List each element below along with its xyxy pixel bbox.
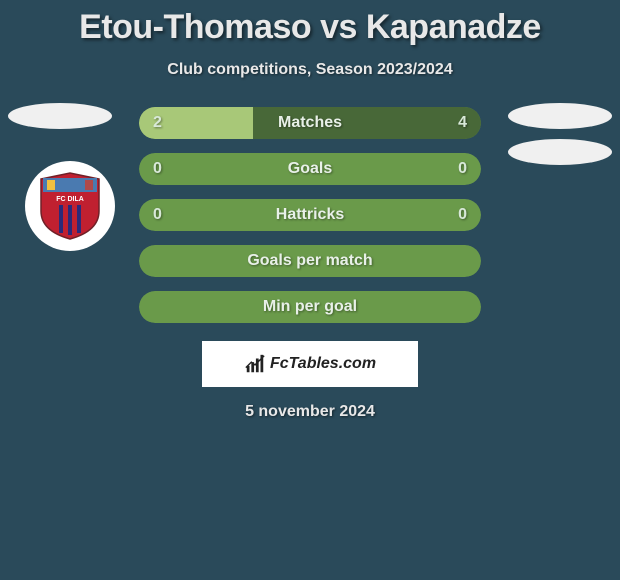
stat-value-right: 4 xyxy=(458,114,467,132)
stat-value-right: 0 xyxy=(458,206,467,224)
player-right-ovals xyxy=(508,103,612,165)
svg-text:FC DILA: FC DILA xyxy=(56,196,84,203)
date-text: 5 november 2024 xyxy=(0,403,620,421)
page-title: Etou-Thomaso vs Kapanadze xyxy=(0,0,620,47)
stat-value-left: 2 xyxy=(153,114,162,132)
stat-value-right: 0 xyxy=(458,160,467,178)
stat-label: Goals per match xyxy=(247,252,372,270)
stat-label: Hattricks xyxy=(276,206,344,224)
subtitle: Club competitions, Season 2023/2024 xyxy=(0,61,620,79)
player-left-ovals xyxy=(8,103,112,129)
stat-label: Min per goal xyxy=(263,298,357,316)
stat-bar: 0 0 Hattricks xyxy=(139,199,481,231)
stat-bar: Goals per match xyxy=(139,245,481,277)
stat-bar: 2 4 Matches xyxy=(139,107,481,139)
player-oval xyxy=(508,139,612,165)
brand-text: FcTables.com xyxy=(270,355,376,373)
stat-label: Goals xyxy=(288,160,332,178)
brand-box: FcTables.com xyxy=(202,341,418,387)
chart-icon xyxy=(244,353,266,375)
comparison-content: FC DILA 2 4 Matches 0 0 Goals 0 0 Hattricks Goals… xyxy=(0,107,620,421)
stat-value-left: 0 xyxy=(153,160,162,178)
player-oval xyxy=(8,103,112,129)
club-badge: FC DILA xyxy=(25,161,115,251)
player-oval xyxy=(508,103,612,129)
shield-icon: FC DILA xyxy=(39,171,101,241)
stat-value-left: 0 xyxy=(153,206,162,224)
stat-bar: 0 0 Goals xyxy=(139,153,481,185)
stat-label: Matches xyxy=(278,114,342,132)
stat-bar: Min per goal xyxy=(139,291,481,323)
stat-bars: 2 4 Matches 0 0 Goals 0 0 Hattricks Goals per mat… xyxy=(139,107,481,323)
